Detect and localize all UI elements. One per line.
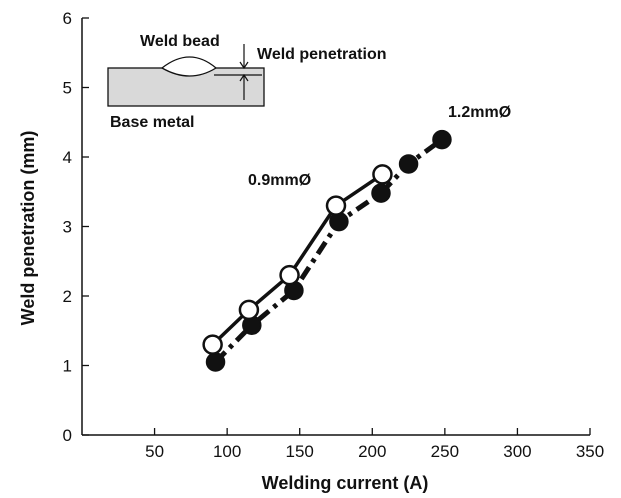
x-axis-ticks: 50 100 150 200 250 300 350 <box>145 428 604 461</box>
penetration-bottom-arrowhead <box>239 73 249 82</box>
data-point <box>325 195 347 216</box>
y-tick-label: 1 <box>63 357 72 376</box>
x-tick-label: 350 <box>576 442 604 461</box>
data-point <box>279 264 300 286</box>
data-point <box>372 164 393 185</box>
data-point <box>205 352 226 372</box>
series-layer <box>202 129 452 372</box>
data-point <box>202 334 223 355</box>
data-point <box>398 154 419 174</box>
base-metal-plate <box>107 67 265 107</box>
y-tick-label: 4 <box>63 148 72 167</box>
x-tick-label: 50 <box>145 442 164 461</box>
weld-cross-section-inset: Weld bead Weld penetration Base metal <box>107 33 387 131</box>
y-axis-ticks: 0 1 2 3 4 5 6 <box>63 9 89 445</box>
x-tick-label: 100 <box>213 442 241 461</box>
x-tick-label: 150 <box>286 442 314 461</box>
weld-penetration-label: Weld penetration <box>257 46 387 63</box>
series-0-9mm <box>202 164 393 355</box>
base-metal-label: Base metal <box>110 114 195 131</box>
data-point <box>432 129 452 150</box>
series-label-1-2mm: 1.2mmØ <box>448 104 511 121</box>
y-tick-label: 0 <box>63 426 72 445</box>
data-point <box>371 183 391 203</box>
y-tick-label: 5 <box>63 79 72 98</box>
x-axis-title: Welding current (A) <box>262 473 429 493</box>
y-tick-label: 3 <box>63 218 72 237</box>
series-label-0-9mm: 0.9mmØ <box>248 172 311 189</box>
series-1-2mm <box>205 129 452 372</box>
data-point <box>238 299 260 321</box>
weld-bead-label: Weld bead <box>140 33 220 50</box>
x-tick-label: 200 <box>358 442 386 461</box>
y-tick-label: 6 <box>63 9 72 28</box>
series-line <box>211 172 384 346</box>
x-tick-label: 300 <box>503 442 531 461</box>
weld-bead-shape <box>160 56 218 77</box>
penetration-top-arrowhead <box>239 61 249 70</box>
y-axis-title: Weld penetration (mm) <box>18 131 38 326</box>
x-tick-label: 250 <box>431 442 459 461</box>
y-tick-label: 2 <box>63 287 72 306</box>
